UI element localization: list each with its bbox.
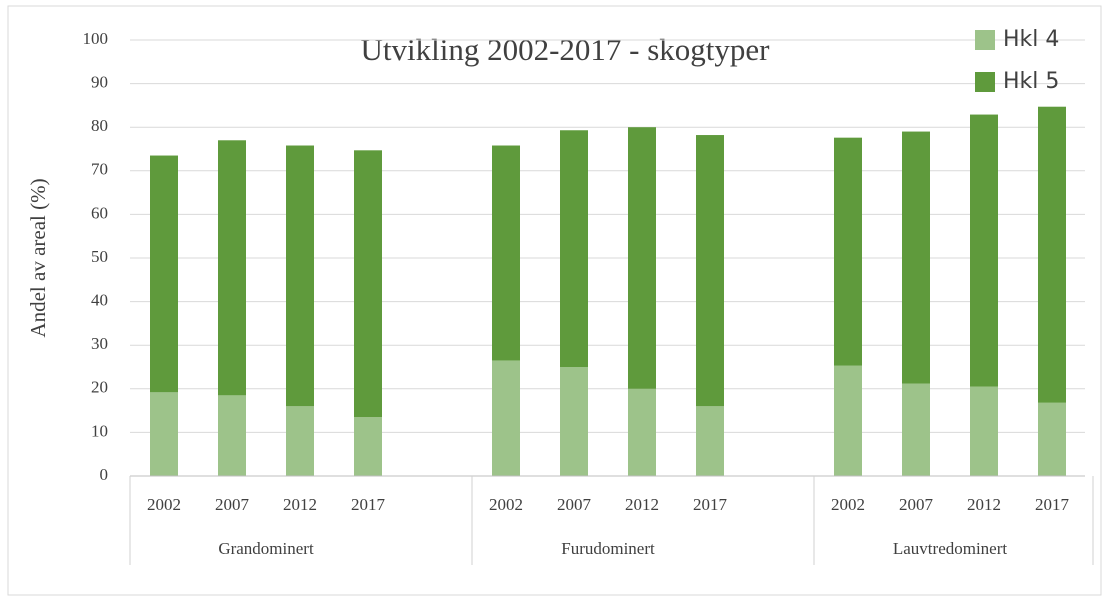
bar-segment xyxy=(354,417,382,476)
x-tick-label: 2007 xyxy=(557,495,592,514)
y-tick-label: 80 xyxy=(91,116,108,135)
bar-segment xyxy=(970,386,998,476)
bar-segment xyxy=(150,155,178,393)
bar-segment xyxy=(902,383,930,476)
bar-segment xyxy=(628,127,656,389)
bar-segment xyxy=(286,406,314,476)
legend-swatch xyxy=(975,72,995,92)
y-tick-label: 50 xyxy=(91,247,108,266)
bar-segment xyxy=(218,140,246,396)
y-tick-label: 90 xyxy=(91,73,108,92)
chart-title: Utvikling 2002-2017 - skogtyper xyxy=(361,32,771,67)
bar-segment xyxy=(492,145,520,361)
y-axis-label: Andel av areal (%) xyxy=(26,178,50,337)
bar-segment xyxy=(218,395,246,476)
x-tick-label: 2017 xyxy=(351,495,386,514)
group-label: Lauvtredominert xyxy=(893,539,1008,558)
bar-segment xyxy=(696,406,724,476)
bar-segment xyxy=(560,130,588,367)
y-tick-label: 70 xyxy=(91,160,108,179)
bar-segment xyxy=(834,137,862,366)
y-tick-label: 100 xyxy=(83,29,109,48)
bar-segment xyxy=(354,150,382,418)
bar-segment xyxy=(696,135,724,407)
bar-segment xyxy=(492,360,520,476)
y-tick-label: 30 xyxy=(91,334,108,353)
legend-label: Hkl 4 xyxy=(1003,27,1059,52)
group-label: Furudominert xyxy=(561,539,655,558)
bar-segment xyxy=(970,114,998,387)
x-tick-label: 2012 xyxy=(967,495,1001,514)
x-tick-label: 2017 xyxy=(693,495,728,514)
bar-segment xyxy=(150,392,178,476)
y-tick-label: 60 xyxy=(91,203,108,222)
bar-segment xyxy=(628,388,656,476)
x-tick-label: 2012 xyxy=(283,495,317,514)
bar-segment xyxy=(902,131,930,384)
group-label: Grandominert xyxy=(218,539,314,558)
x-tick-label: 2002 xyxy=(489,495,523,514)
x-tick-label: 2007 xyxy=(899,495,934,514)
legend-swatch xyxy=(975,30,995,50)
x-tick-label: 2002 xyxy=(831,495,865,514)
x-tick-label: 2017 xyxy=(1035,495,1070,514)
x-tick-label: 2012 xyxy=(625,495,659,514)
y-tick-label: 0 xyxy=(100,465,109,484)
legend-label: Hkl 5 xyxy=(1003,69,1059,94)
x-tick-label: 2007 xyxy=(215,495,250,514)
y-tick-label: 10 xyxy=(91,421,108,440)
y-tick-label: 40 xyxy=(91,291,108,310)
bar-segment xyxy=(1038,106,1066,403)
bar-segment xyxy=(286,145,314,407)
y-tick-label: 20 xyxy=(91,378,108,397)
x-tick-label: 2002 xyxy=(147,495,181,514)
bar-segment xyxy=(560,367,588,476)
bar-segment xyxy=(1038,402,1066,476)
bar-segment xyxy=(834,365,862,476)
